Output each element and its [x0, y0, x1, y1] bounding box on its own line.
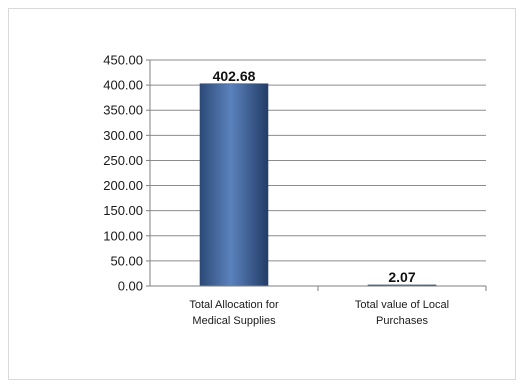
y-tick-label: 250.00: [103, 153, 143, 168]
data-label: 402.68: [213, 68, 256, 84]
y-tick-label: 100.00: [103, 228, 143, 243]
y-tick-label: 400.00: [103, 78, 143, 93]
y-tick-label: 150.00: [103, 203, 143, 218]
x-tick-label: Total value of Local: [355, 299, 449, 311]
y-tick-label: 200.00: [103, 178, 143, 193]
x-tick-label: Total Allocation for: [189, 299, 279, 311]
bars: 402.68 2.07: [199, 68, 437, 287]
x-tick-label: Medical Supplies: [192, 315, 276, 327]
y-tick-label: 450.00: [103, 53, 143, 68]
y-tick-label: 0.00: [118, 279, 143, 294]
y-tick-label: 350.00: [103, 103, 143, 118]
x-tick-label: Purchases: [376, 315, 428, 327]
x-axis: Total Allocation for Medical Supplies Tota…: [150, 285, 487, 327]
bar: [199, 83, 269, 287]
y-axis: 0.00 50.00 100.00 150.00 200.00 250.00 300.00 3…: [103, 53, 151, 294]
data-label: 2.07: [388, 269, 415, 285]
y-tick-label: 300.00: [103, 128, 143, 143]
y-tick-label: 50.00: [110, 253, 143, 268]
